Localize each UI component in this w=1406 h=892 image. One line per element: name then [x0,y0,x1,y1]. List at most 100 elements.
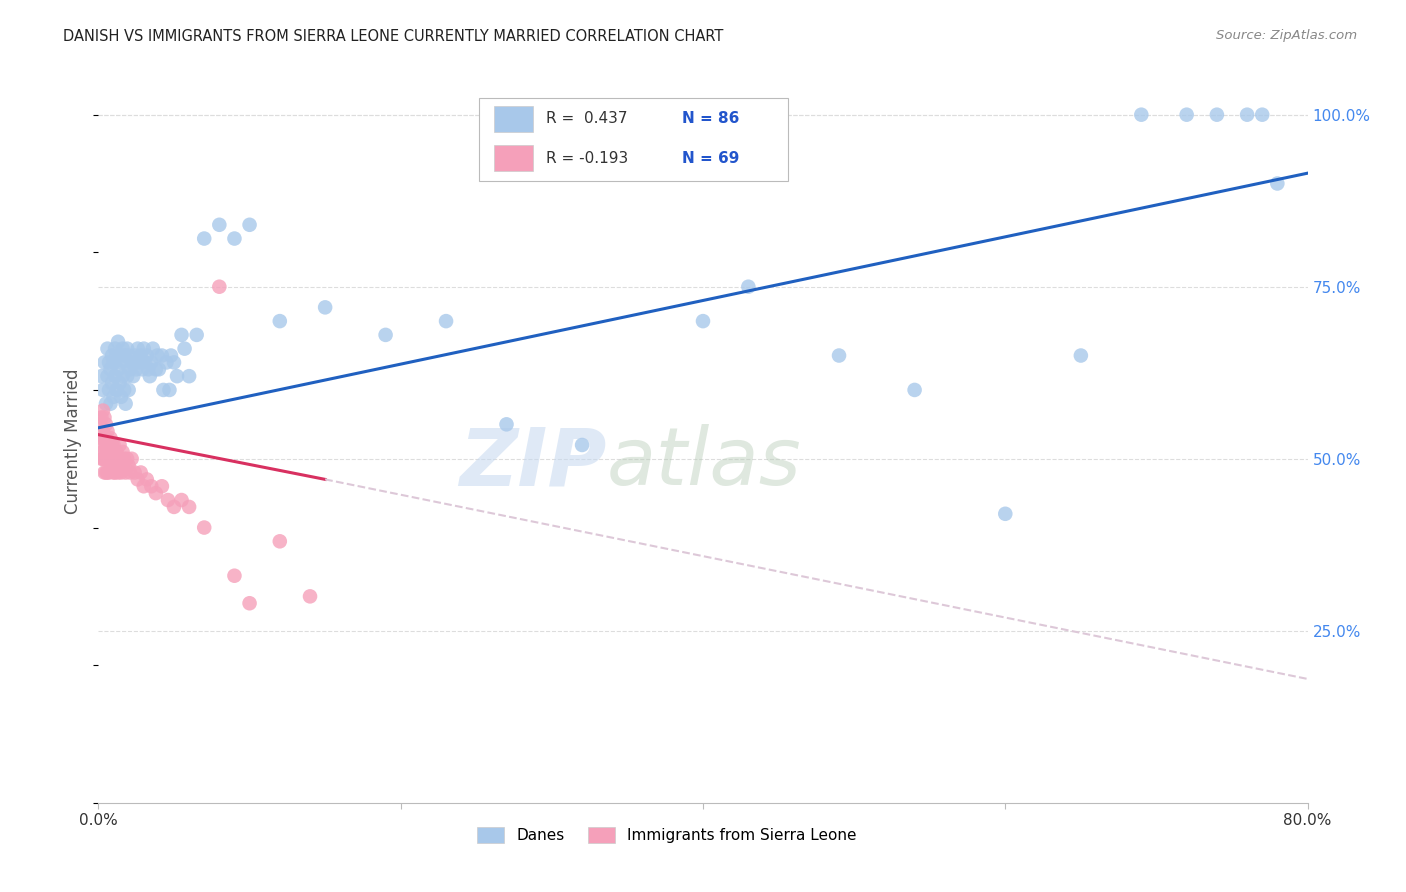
Point [91,445,114,459]
Point [173,342,195,356]
Point [112,383,135,397]
Point [101,376,124,390]
Point [128,355,150,369]
Y-axis label: Currently Married: Currently Married [65,368,83,515]
Text: atlas: atlas [606,425,801,502]
Point [96,369,118,384]
Point [98,355,121,369]
Point [98,438,121,452]
Point [91,383,114,397]
Point [163,355,186,369]
Point [1267,177,1289,191]
Point [90,369,112,384]
Point [98,383,121,397]
Text: N = 69: N = 69 [682,151,740,166]
Point [103,466,125,480]
Point [104,466,127,480]
Point [96,466,118,480]
Point [132,342,155,356]
Point [145,362,167,376]
Point [114,466,136,480]
Point [103,451,125,466]
Point [112,349,135,363]
Point [374,327,396,342]
Point [152,383,174,397]
Point [124,466,146,480]
Point [118,383,141,397]
Point [94,466,117,480]
Point [160,349,183,363]
Point [121,451,143,466]
Bar [494,145,533,171]
Point [155,355,177,369]
Point [94,438,117,452]
Point [98,466,121,480]
Point [93,410,115,425]
Point [571,438,593,452]
Point [124,349,146,363]
Point [145,486,167,500]
Text: N = 86: N = 86 [682,112,740,126]
Point [135,349,157,363]
Point [105,349,128,363]
Point [141,479,163,493]
Point [163,500,186,514]
Point [103,390,125,404]
Point [89,417,111,432]
Point [114,397,136,411]
Point [120,466,142,480]
Point [104,451,127,466]
Point [118,349,141,363]
Point [179,500,201,514]
Point [100,451,122,466]
Point [94,417,117,432]
Point [101,349,124,363]
Point [156,493,179,508]
Text: ZIP: ZIP [458,425,606,502]
Point [104,342,127,356]
Point [269,534,291,549]
Point [101,438,124,452]
Point [108,458,131,473]
Point [94,451,117,466]
Point [107,466,129,480]
Point [89,438,111,452]
Point [93,451,115,466]
Point [115,369,138,384]
Point [139,369,162,384]
Point [239,596,262,610]
Point [434,314,457,328]
Point [131,362,153,376]
Point [150,349,173,363]
Point [146,349,169,363]
Point [118,458,141,473]
Point [110,390,132,404]
Bar [494,105,533,132]
Point [110,355,132,369]
Point [142,342,165,356]
Legend: Danes, Immigrants from Sierra Leone: Danes, Immigrants from Sierra Leone [471,822,863,849]
Point [1251,108,1274,122]
Point [103,355,125,369]
Point [127,472,149,486]
Point [994,507,1017,521]
Point [135,472,157,486]
Point [314,301,336,315]
Point [208,279,231,293]
Point [692,314,714,328]
Point [107,334,129,349]
Point [170,493,193,508]
Point [112,451,135,466]
Point [828,349,851,363]
Point [115,342,138,356]
Point [166,369,188,384]
Point [96,445,118,459]
Point [179,369,201,384]
Point [148,362,170,376]
Point [134,355,156,369]
Text: R =  0.437: R = 0.437 [546,112,627,126]
Point [122,369,145,384]
Point [96,342,118,356]
Point [132,479,155,493]
Point [159,383,181,397]
